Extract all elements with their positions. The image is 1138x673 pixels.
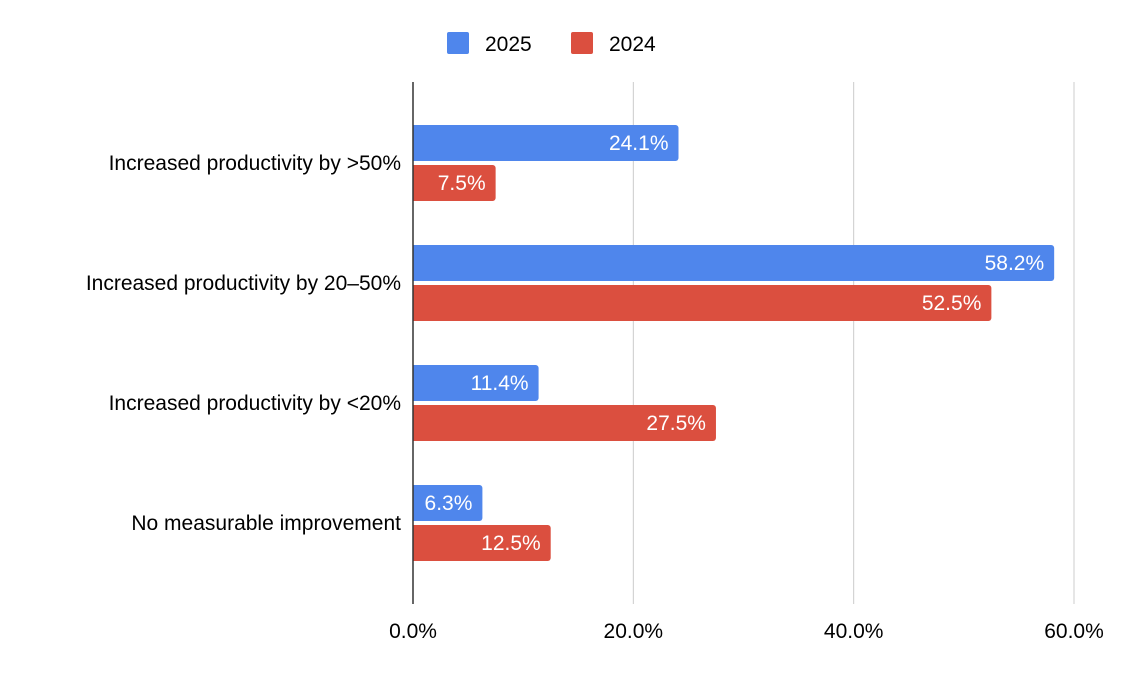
data-labels: 24.1% 7.5% 58.2%52.5% 11.4% 27.5% 6.3% 12.5% — [425, 132, 1045, 555]
bar-2024-1 — [413, 285, 992, 321]
data-label: 27.5% — [646, 412, 706, 435]
data-label: 7.5% — [438, 172, 486, 195]
bar-2025-2 — [412, 365, 539, 401]
bar-2025-0 — [413, 125, 679, 161]
data-label: 52.5% — [922, 292, 982, 315]
bar-2024-3 — [413, 525, 551, 561]
legend-label: 2024 — [609, 33, 656, 56]
data-label: 11.4% — [471, 372, 529, 395]
data-label: 12.5% — [481, 532, 541, 555]
legend: 2025 2024 — [447, 32, 656, 56]
category-label: No measurable improvement — [131, 512, 401, 535]
data-label: 6.3% — [425, 492, 473, 515]
bars — [412, 125, 1055, 561]
bar-2025-3 — [413, 485, 483, 521]
bar-2024-0 — [413, 165, 496, 201]
legend-swatch — [571, 32, 593, 54]
x-tick-label: 20.0% — [604, 620, 664, 643]
data-label: 58.2% — [985, 252, 1045, 275]
grid-lines — [632, 82, 1075, 604]
category-label: Increased productivity by 20–50% — [86, 272, 401, 295]
bar-2024-2 — [413, 405, 716, 441]
category-label: Increased productivity by <20% — [109, 392, 401, 415]
legend-swatch — [447, 32, 469, 54]
legend-label: 2025 — [485, 33, 532, 56]
x-tick-label: 40.0% — [824, 620, 884, 643]
category-label: Increased productivity by >50% — [109, 152, 401, 175]
x-tick-label: 0.0% — [389, 620, 437, 643]
x-tick-label: 60.0% — [1044, 620, 1104, 643]
data-label: 24.1% — [609, 132, 669, 155]
bar-2025-1 — [412, 245, 1055, 281]
x-tick-labels: 0.0% 20.0% 40.0% 60.0% — [389, 620, 1104, 643]
category-labels: Increased productivity by >50% Increased … — [86, 152, 401, 535]
